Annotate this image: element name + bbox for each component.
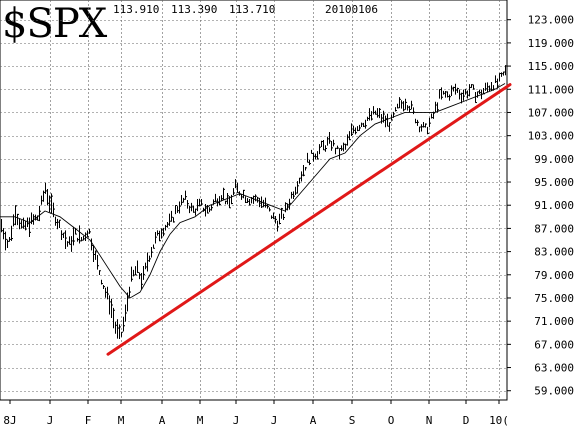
price-tick-label: 87.000: [534, 222, 574, 235]
price-tick-label: 123.000: [528, 14, 574, 27]
price-tick-label: 119.000: [528, 37, 574, 50]
quote-close: 113.710: [229, 3, 276, 16]
ticker-symbol: $SPX: [2, 1, 107, 47]
price-tick-label: 75.000: [534, 292, 574, 305]
price-tick-label: 67.000: [534, 338, 574, 351]
month-label: J: [47, 414, 54, 427]
price-tick-label: 79.000: [534, 269, 574, 282]
trendline: [106, 83, 512, 356]
month-label: D: [463, 414, 470, 427]
month-label: S: [349, 414, 356, 427]
price-tick-label: 107.000: [528, 106, 574, 119]
price-tick-label: 103.000: [528, 130, 574, 143]
moving-average-line: [0, 83, 506, 299]
price-tick-label: 59.000: [534, 385, 574, 398]
trendline-group: [106, 83, 512, 356]
month-label: J: [271, 414, 278, 427]
month-label: 8J: [3, 414, 16, 427]
month-label: N: [426, 414, 433, 427]
month-label: 10(: [489, 414, 509, 427]
month-label: J: [233, 414, 240, 427]
quote-low: 113.390: [171, 3, 218, 16]
chart-grid: [0, 0, 508, 401]
month-label: A: [159, 414, 166, 427]
quote-high: 113.910: [113, 3, 160, 16]
price-tick-label: 115.000: [528, 60, 574, 73]
price-tick-label: 83.000: [534, 246, 574, 259]
price-bars: [1, 65, 507, 339]
plot-frame: [0, 0, 508, 401]
price-tick-label: 99.000: [534, 153, 574, 166]
price-tick-label: 91.000: [534, 199, 574, 212]
price-tick-label: 71.000: [534, 315, 574, 328]
month-label: M: [197, 414, 204, 427]
month-label: A: [310, 414, 317, 427]
month-label: F: [85, 414, 92, 427]
price-tick-label: 111.000: [528, 83, 574, 96]
moving-average-group: [0, 83, 506, 299]
price-axis: 123.000 119.000 115.000 111.000 107.000 103.0…: [507, 14, 574, 398]
price-tick-label: 95.000: [534, 176, 574, 189]
price-tick-label: 63.000: [534, 362, 574, 375]
month-axis: 8J J F M A M J J A S O N D 10(: [3, 400, 509, 427]
quote-date: 20100106: [325, 3, 378, 16]
month-label: M: [118, 414, 125, 427]
month-label: O: [388, 414, 395, 427]
